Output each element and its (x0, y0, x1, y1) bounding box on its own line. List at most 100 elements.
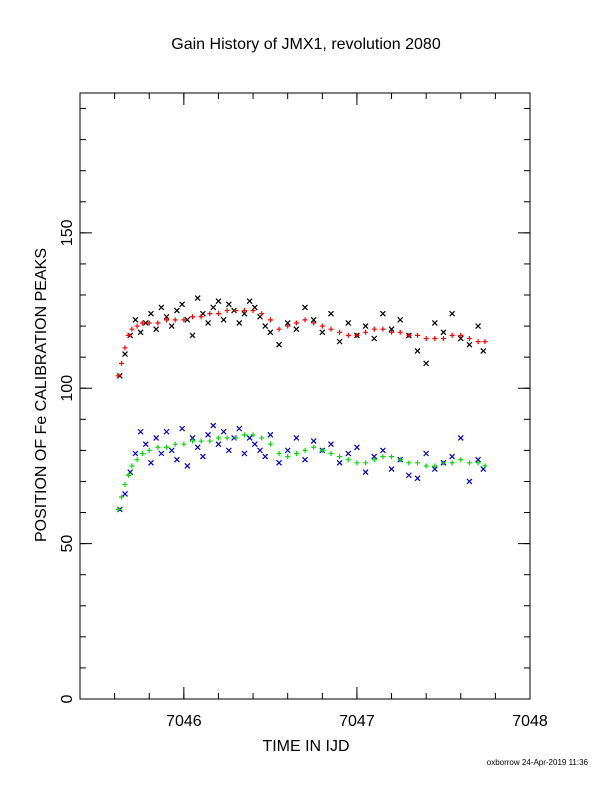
data-point (122, 482, 128, 488)
data-point (302, 447, 308, 453)
data-point (257, 447, 263, 454)
plot-frame (79, 92, 531, 700)
data-point (153, 326, 160, 333)
data-point (190, 314, 195, 320)
data-point (475, 339, 481, 345)
data-point (158, 304, 165, 311)
data-point (146, 320, 152, 326)
data-point (423, 450, 430, 457)
data-point (134, 323, 140, 329)
data-point (236, 425, 243, 432)
series-2 (116, 422, 487, 513)
data-point (389, 454, 395, 460)
data-point (190, 438, 195, 444)
data-point (267, 431, 274, 438)
data-point (406, 332, 412, 338)
data-point (233, 308, 239, 314)
data-point (250, 308, 256, 314)
data-point (163, 313, 170, 320)
data-point (337, 329, 343, 335)
footer-stamp: oxborrow 24-Apr-2019 11:36 (486, 758, 588, 767)
y-tick-label: 150 (59, 219, 76, 246)
data-point (475, 460, 481, 466)
data-point (397, 329, 403, 335)
data-point (337, 454, 343, 460)
data-point (194, 444, 201, 451)
data-point (371, 326, 377, 332)
data-point (267, 441, 273, 447)
data-point (142, 441, 149, 448)
x-axis-label: TIME IN IJD (262, 738, 350, 755)
data-point (363, 329, 369, 335)
data-point (302, 304, 308, 311)
data-point (328, 326, 334, 332)
data-point (363, 460, 369, 466)
data-point (155, 320, 161, 326)
data-point (251, 441, 258, 448)
data-point (328, 310, 334, 317)
data-point (310, 438, 317, 444)
x-tick-label: 7047 (339, 713, 375, 730)
data-point (423, 463, 429, 469)
data-point (189, 435, 196, 441)
data-point (241, 432, 247, 438)
data-point (458, 332, 464, 338)
data-point (158, 450, 165, 457)
data-point (215, 298, 222, 305)
data-point (284, 447, 291, 454)
data-point (122, 345, 128, 351)
data-point (122, 351, 128, 357)
data-point (449, 453, 456, 460)
data-layer (115, 295, 488, 513)
data-point (371, 453, 378, 460)
data-point (129, 326, 135, 332)
data-point (302, 317, 308, 323)
data-point (205, 431, 212, 438)
y-tick-label: 100 (59, 375, 76, 402)
data-point (168, 323, 175, 330)
data-point (449, 332, 455, 338)
data-point (137, 428, 144, 435)
data-point (440, 460, 446, 466)
data-point (328, 450, 334, 456)
data-point (415, 460, 420, 466)
data-point (379, 310, 386, 317)
data-point (181, 317, 187, 323)
data-point (371, 457, 377, 463)
data-point (415, 332, 420, 338)
data-point (432, 463, 438, 469)
data-point (414, 475, 421, 482)
data-point (132, 450, 139, 457)
data-point (379, 447, 386, 454)
data-point (246, 435, 253, 441)
data-point (262, 453, 269, 460)
data-point (172, 441, 178, 447)
data-point (220, 316, 227, 323)
data-point (139, 320, 145, 326)
chart-title: Gain History of JMX1, revolution 2080 (171, 36, 441, 53)
data-point (181, 441, 187, 447)
data-point (380, 454, 386, 460)
data-point (397, 457, 403, 463)
data-point (285, 454, 291, 460)
data-point (207, 438, 213, 444)
data-point (328, 441, 334, 448)
data-point (362, 323, 369, 330)
data-point (345, 457, 351, 463)
data-point (475, 323, 482, 330)
data-point (310, 316, 317, 323)
data-point (173, 307, 180, 314)
data-point (354, 460, 360, 466)
data-point (276, 326, 282, 332)
data-point (129, 463, 135, 469)
data-point (293, 435, 300, 441)
data-point (276, 459, 282, 466)
data-point (148, 459, 154, 466)
data-point (466, 336, 472, 342)
data-point (198, 438, 204, 444)
data-point (389, 329, 395, 335)
data-point (184, 316, 191, 323)
data-point (405, 472, 412, 479)
data-point (388, 326, 395, 333)
